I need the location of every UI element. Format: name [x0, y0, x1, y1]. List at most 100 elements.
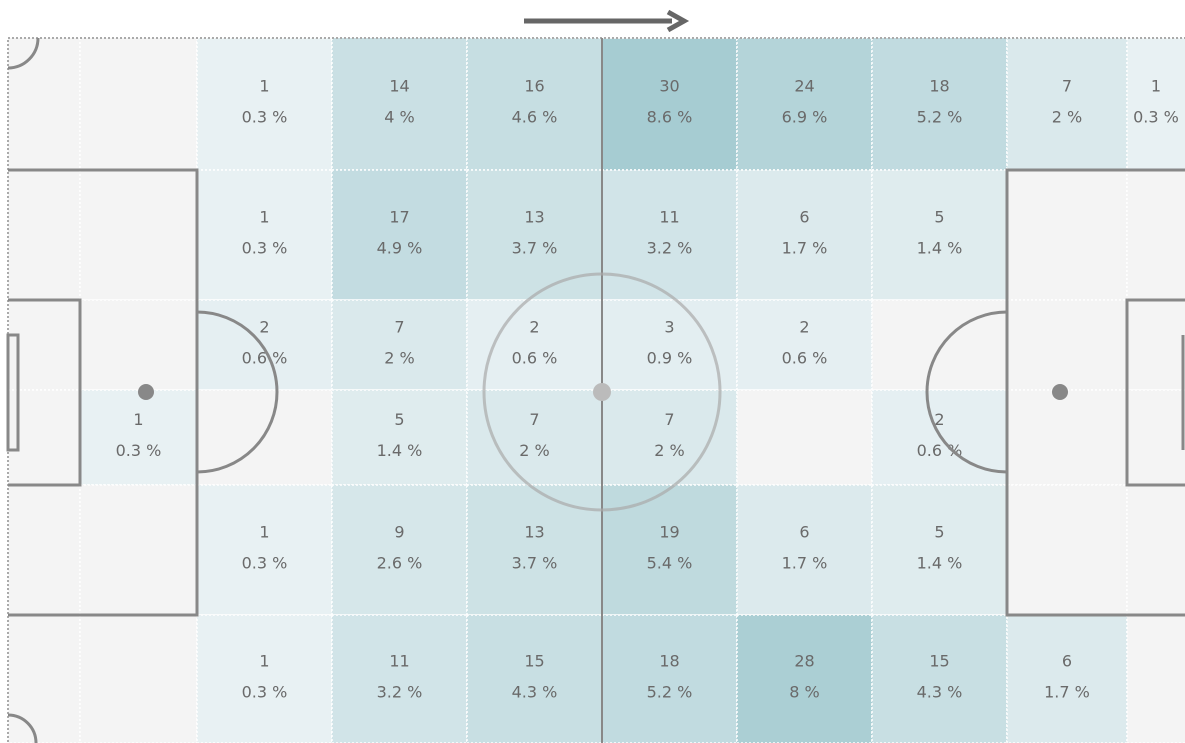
cell: [7, 37, 81, 171]
cell: [79, 484, 198, 616]
cell: [466, 389, 603, 486]
cell-count: 5: [934, 208, 944, 227]
cell: [196, 169, 333, 301]
cell: [601, 299, 738, 391]
cell: [1006, 389, 1128, 486]
cell: [601, 614, 738, 743]
left-goal-area: [8, 298, 82, 487]
cell-count: 1: [1151, 77, 1161, 96]
cell: [736, 299, 873, 391]
cell-count: 11: [659, 208, 679, 227]
cell-count: 15: [929, 652, 949, 671]
cell-count: 6: [799, 523, 809, 542]
cell-percent: 3.7 %: [512, 239, 558, 258]
cell: [331, 169, 468, 301]
cell-count: 9: [394, 523, 404, 542]
cell-count: 7: [1062, 77, 1072, 96]
cell-count: 2: [799, 318, 809, 337]
cell-percent: 0.3 %: [242, 683, 288, 702]
cell-percent: 5.2 %: [647, 683, 693, 702]
cell-count: 18: [929, 77, 949, 96]
cell-percent: 2 %: [1052, 108, 1082, 127]
cell: [736, 484, 873, 616]
cell-percent: 1.7 %: [1044, 683, 1090, 702]
cell: [79, 614, 198, 743]
cell-percent: 1.4 %: [917, 554, 963, 573]
cell-count: 11: [389, 652, 409, 671]
cell: [1006, 614, 1128, 743]
cell-count: 16: [524, 77, 544, 96]
cell: [1006, 484, 1128, 616]
cell-count: 1: [259, 77, 269, 96]
cell: [79, 299, 198, 391]
cell-count: 1: [259, 523, 269, 542]
cell-count: 1: [133, 410, 143, 429]
pitch-lines: [6, 37, 1185, 743]
cell: [466, 614, 603, 743]
cell: [331, 614, 468, 743]
cell: [1126, 484, 1185, 616]
cell: [871, 37, 1008, 171]
cell-percent: 2 %: [384, 349, 414, 368]
cell-percent: 4.6 %: [512, 108, 558, 127]
cell: [871, 169, 1008, 301]
cell: [196, 37, 333, 171]
cell: [7, 389, 81, 486]
cell: [7, 614, 81, 743]
cell-count: 2: [259, 318, 269, 337]
cell-percent: 6.9 %: [782, 108, 828, 127]
right-penalty-arc: [925, 310, 1008, 474]
left-penalty-spot: [138, 384, 154, 400]
cell-percent: 0.3 %: [1133, 108, 1179, 127]
cell-count: 28: [794, 652, 814, 671]
cell: [736, 37, 873, 171]
cell-percent: 8 %: [789, 683, 819, 702]
cell: [1126, 169, 1185, 301]
cell-percent: 1.4 %: [377, 441, 423, 460]
cell: [79, 37, 198, 171]
cell: [871, 614, 1008, 743]
right-goal-area: [1125, 298, 1185, 487]
cell: [1006, 299, 1128, 391]
cell-count: 24: [794, 77, 814, 96]
cell: [466, 37, 603, 171]
cell: [466, 484, 603, 616]
cell: [79, 169, 198, 301]
cell: [1126, 389, 1185, 486]
cell-percent: 2.6 %: [377, 554, 423, 573]
cell-percent: 8.6 %: [647, 108, 693, 127]
cell-count: 13: [524, 208, 544, 227]
cell-count: 5: [934, 523, 944, 542]
cell: [7, 169, 81, 301]
arrow-head: [666, 9, 690, 33]
cell-percent: 2 %: [519, 441, 549, 460]
cell: [601, 169, 738, 301]
cell-percent: 4.3 %: [512, 683, 558, 702]
cell-percent: 0.6 %: [242, 349, 288, 368]
cell: [196, 614, 333, 743]
direction-arrow: [524, 9, 690, 33]
cell: [1006, 37, 1128, 171]
corner-arc: [7, 713, 38, 743]
cell-percent: 2 %: [654, 441, 684, 460]
cell: [871, 484, 1008, 616]
cell-count: 17: [389, 208, 409, 227]
cell-percent: 0.3 %: [116, 441, 162, 460]
cell-percent: 3.2 %: [647, 239, 693, 258]
left-penalty-arc: [196, 310, 279, 474]
cell-percent: 1.4 %: [917, 239, 963, 258]
cell: [7, 484, 81, 616]
cell: [601, 37, 738, 171]
cell-count: 15: [524, 652, 544, 671]
cell-count: 7: [529, 410, 539, 429]
cell-count: 7: [394, 318, 404, 337]
cell-count: 2: [934, 410, 944, 429]
cell-count: 18: [659, 652, 679, 671]
cell-percent: 0.6 %: [917, 441, 963, 460]
cell-percent: 3.7 %: [512, 554, 558, 573]
left-goal: [6, 333, 20, 452]
cell-percent: 0.6 %: [512, 349, 558, 368]
cell-count: 30: [659, 77, 679, 96]
cell: [601, 484, 738, 616]
center-spot: [593, 383, 611, 401]
